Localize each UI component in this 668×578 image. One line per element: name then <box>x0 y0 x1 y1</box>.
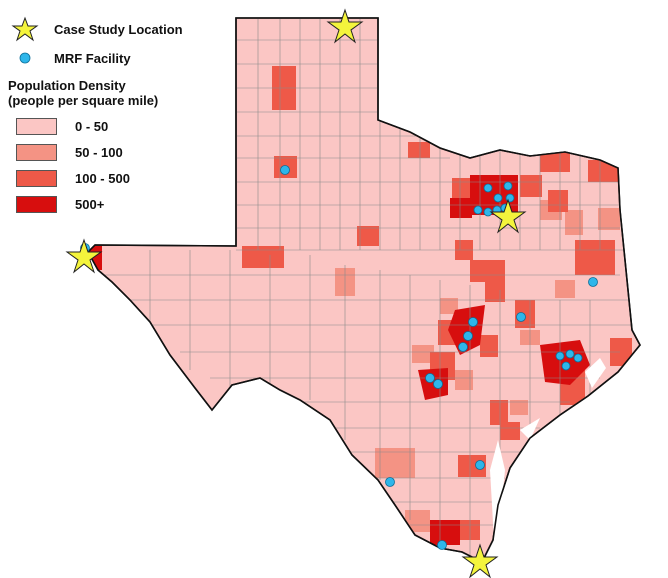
coastal-bays <box>490 358 606 540</box>
mrf-dot <box>475 460 485 470</box>
legend-case-study-label: Case Study Location <box>54 21 183 37</box>
star-icon <box>326 8 364 44</box>
star-icon <box>65 238 103 274</box>
swatch-500-plus <box>16 196 57 213</box>
mrf-dot <box>505 193 515 203</box>
mrf-dot <box>458 342 468 352</box>
mrf-dot <box>555 351 565 361</box>
mrf-dot <box>385 477 395 487</box>
mrf-dot <box>588 277 598 287</box>
mrf-dot <box>483 183 493 193</box>
legend-density-title: Population Density (people per square mi… <box>8 78 158 108</box>
legend-class-1: 0 - 50 <box>16 118 108 135</box>
swatch-0-50 <box>16 118 57 135</box>
legend-class-2: 50 - 100 <box>16 144 123 161</box>
state-outline <box>87 17 641 564</box>
mrf-dot <box>565 349 575 359</box>
legend-mrf-label: MRF Facility <box>54 50 131 66</box>
mrf-dot <box>503 181 513 191</box>
mrf-dot <box>493 193 503 203</box>
swatch-50-100 <box>16 144 57 161</box>
case-study-stars <box>65 8 527 578</box>
mrf-facilities <box>80 165 598 550</box>
legend-class-label: 100 - 500 <box>75 171 130 186</box>
mrf-dot <box>516 312 526 322</box>
swatch-100-500 <box>16 170 57 187</box>
legend-class-4: 500+ <box>16 196 104 213</box>
mrf-dot <box>573 353 583 363</box>
legend-class-label: 0 - 50 <box>75 119 109 134</box>
mrf-dot <box>437 540 447 550</box>
legend-title-line2: (people per square mile) <box>8 93 159 108</box>
star-icon <box>11 16 39 42</box>
legend-title-line1: Population Density <box>8 78 126 93</box>
legend-case-study: Case Study Location <box>8 16 183 42</box>
mrf-dot <box>473 205 483 215</box>
mrf-dot <box>463 331 473 341</box>
mrf-dot <box>280 165 290 175</box>
star-icon <box>461 543 499 578</box>
mrf-dot-icon <box>19 52 31 64</box>
legend-mrf: MRF Facility <box>8 48 131 68</box>
mrf-dot <box>433 379 443 389</box>
legend-class-3: 100 - 500 <box>16 170 130 187</box>
legend-class-label: 50 - 100 <box>75 145 123 160</box>
star-icon <box>489 198 527 234</box>
legend-class-label: 500+ <box>75 197 105 212</box>
mrf-dot <box>561 361 571 371</box>
mrf-dot <box>425 373 435 383</box>
mrf-dot <box>468 317 478 327</box>
